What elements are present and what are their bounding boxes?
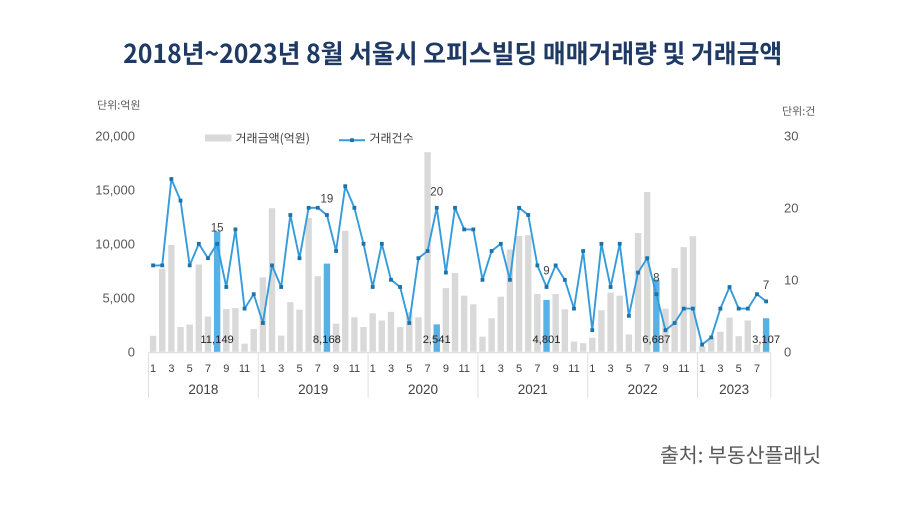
svg-text:3: 3 bbox=[168, 363, 174, 375]
svg-text:1: 1 bbox=[589, 363, 595, 375]
svg-text:15,000: 15,000 bbox=[95, 182, 135, 197]
svg-text:11: 11 bbox=[349, 363, 360, 375]
svg-text:8: 8 bbox=[653, 273, 659, 285]
svg-text:7: 7 bbox=[763, 280, 769, 292]
svg-text:9: 9 bbox=[333, 363, 339, 375]
svg-text:20: 20 bbox=[784, 200, 798, 215]
svg-text:19: 19 bbox=[321, 194, 334, 206]
svg-text:7: 7 bbox=[205, 363, 211, 375]
svg-text:2023: 2023 bbox=[719, 382, 749, 397]
svg-text:11: 11 bbox=[239, 363, 250, 375]
svg-text:11,149: 11,149 bbox=[200, 334, 233, 346]
svg-text:3: 3 bbox=[608, 363, 614, 375]
svg-text:2021: 2021 bbox=[518, 382, 548, 397]
svg-text:6,687: 6,687 bbox=[642, 334, 670, 346]
svg-text:5: 5 bbox=[296, 363, 302, 375]
svg-text:9: 9 bbox=[662, 363, 668, 375]
svg-text:20: 20 bbox=[430, 186, 443, 198]
svg-text:9: 9 bbox=[553, 363, 559, 375]
svg-text:3: 3 bbox=[717, 363, 723, 375]
svg-text:5: 5 bbox=[406, 363, 412, 375]
svg-text:9: 9 bbox=[223, 363, 229, 375]
svg-text:11: 11 bbox=[678, 363, 689, 375]
svg-text:0: 0 bbox=[784, 344, 791, 359]
svg-text:10,000: 10,000 bbox=[95, 236, 135, 251]
svg-text:20,000: 20,000 bbox=[95, 128, 135, 143]
svg-text:9: 9 bbox=[443, 363, 449, 375]
svg-text:5: 5 bbox=[187, 363, 193, 375]
svg-text:1: 1 bbox=[260, 363, 266, 375]
svg-text:1: 1 bbox=[370, 363, 376, 375]
svg-text:5: 5 bbox=[736, 363, 742, 375]
svg-text:5,000: 5,000 bbox=[102, 290, 135, 305]
svg-text:0: 0 bbox=[128, 344, 135, 359]
svg-text:11: 11 bbox=[568, 363, 579, 375]
svg-text:2018: 2018 bbox=[188, 382, 218, 397]
svg-text:3: 3 bbox=[388, 363, 394, 375]
svg-text:8,168: 8,168 bbox=[313, 334, 341, 346]
svg-text:7: 7 bbox=[754, 363, 760, 375]
svg-text:2019: 2019 bbox=[298, 382, 328, 397]
svg-text:1: 1 bbox=[479, 363, 485, 375]
svg-text:15: 15 bbox=[211, 222, 224, 234]
svg-text:2,541: 2,541 bbox=[423, 334, 451, 346]
svg-text:4,801: 4,801 bbox=[533, 334, 561, 346]
svg-text:1: 1 bbox=[150, 363, 156, 375]
svg-text:7: 7 bbox=[534, 363, 540, 375]
svg-text:1: 1 bbox=[699, 363, 705, 375]
svg-text:3: 3 bbox=[278, 363, 284, 375]
svg-text:7: 7 bbox=[315, 363, 321, 375]
svg-text:2022: 2022 bbox=[628, 382, 658, 397]
svg-text:30: 30 bbox=[784, 128, 798, 143]
svg-text:7: 7 bbox=[644, 363, 650, 375]
svg-text:7: 7 bbox=[425, 363, 431, 375]
svg-text:9: 9 bbox=[543, 266, 549, 278]
svg-text:5: 5 bbox=[516, 363, 522, 375]
svg-text:3,107: 3,107 bbox=[752, 334, 780, 346]
svg-text:11: 11 bbox=[458, 363, 469, 375]
svg-text:3: 3 bbox=[498, 363, 504, 375]
svg-text:10: 10 bbox=[784, 272, 798, 287]
svg-text:5: 5 bbox=[626, 363, 632, 375]
svg-text:2020: 2020 bbox=[408, 382, 438, 397]
